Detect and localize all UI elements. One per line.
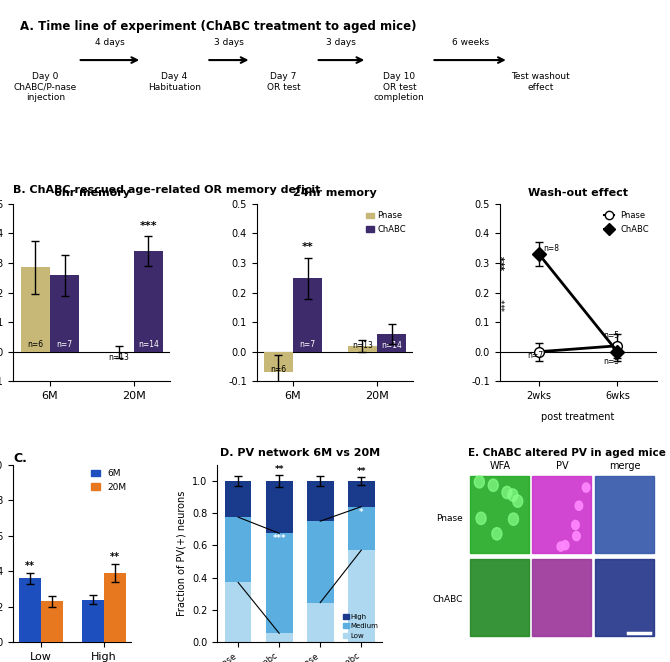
Text: Pnase: Pnase [437, 514, 464, 523]
Text: post treatment: post treatment [541, 412, 615, 422]
Text: n=14: n=14 [381, 341, 402, 350]
Title: Wash-out effect: Wash-out effect [528, 187, 628, 197]
Title: D. PV network 6M vs 20M: D. PV network 6M vs 20M [220, 448, 380, 458]
Bar [134, 251, 163, 352]
Circle shape [492, 528, 502, 540]
Title: 6hr memory: 6hr memory [54, 187, 130, 197]
Bar [595, 477, 654, 553]
Text: WFA: WFA [489, 461, 511, 471]
Circle shape [474, 476, 484, 488]
Text: Day 10
OR test
completion: Day 10 OR test completion [374, 72, 425, 102]
Circle shape [509, 513, 519, 525]
Text: n=14: n=14 [138, 340, 159, 349]
Bar [104, 573, 126, 642]
Text: Day 0
ChABC/P-nase
injection: Day 0 ChABC/P-nase injection [14, 72, 77, 102]
Bar [348, 481, 375, 506]
Text: n=8: n=8 [543, 244, 559, 253]
Text: n=6: n=6 [270, 365, 287, 374]
Text: ***: *** [139, 221, 157, 231]
Text: **: ** [302, 242, 314, 252]
Text: ChABC: ChABC [433, 595, 464, 604]
Bar [533, 559, 592, 636]
Bar [19, 579, 41, 642]
Bar [293, 279, 322, 352]
Circle shape [513, 495, 523, 507]
Text: n=7: n=7 [299, 340, 316, 349]
Circle shape [502, 487, 512, 498]
Text: n=5: n=5 [603, 332, 619, 340]
Text: n=5: n=5 [603, 357, 619, 365]
Text: C.: C. [13, 451, 27, 465]
Circle shape [557, 542, 565, 551]
Text: **: ** [110, 551, 120, 561]
Text: E. ChABC altered PV in aged mice: E. ChABC altered PV in aged mice [468, 448, 666, 458]
Bar [41, 601, 63, 642]
Bar [533, 477, 592, 553]
Text: n=13: n=13 [109, 353, 129, 362]
Y-axis label: Fraction of PV(+) neurons: Fraction of PV(+) neurons [177, 491, 187, 616]
Title: 24hr memory: 24hr memory [293, 187, 377, 197]
Bar [266, 534, 293, 634]
Text: Day 4
Habituation: Day 4 Habituation [147, 72, 201, 91]
Circle shape [508, 489, 518, 501]
Text: n=13: n=13 [352, 341, 373, 350]
Circle shape [476, 512, 486, 524]
Legend: Pnase, ChABC: Pnase, ChABC [362, 208, 409, 237]
Bar [50, 275, 79, 352]
Bar [377, 334, 406, 352]
Bar [21, 267, 50, 352]
Bar [225, 517, 251, 583]
Text: *: * [359, 508, 364, 517]
Bar [595, 559, 654, 636]
Circle shape [572, 520, 579, 530]
Text: 4 days: 4 days [95, 38, 125, 47]
Bar [307, 521, 334, 602]
Text: B. ChABC rescued age-related OR memory deficit: B. ChABC rescued age-related OR memory d… [13, 185, 321, 195]
Text: n=7: n=7 [527, 351, 543, 359]
Text: Test washout
effect: Test washout effect [511, 72, 570, 91]
Bar [348, 506, 375, 550]
Circle shape [573, 532, 580, 541]
Bar [348, 550, 375, 642]
Legend: High, Medium, Low: High, Medium, Low [343, 614, 379, 639]
Text: Day 7
OR test: Day 7 OR test [267, 72, 300, 91]
Bar [264, 352, 293, 373]
Legend: Pnase, ChABC: Pnase, ChABC [600, 208, 653, 237]
Circle shape [561, 541, 569, 549]
Text: 3 days: 3 days [326, 38, 356, 47]
Bar [225, 481, 251, 517]
Text: n=7: n=7 [56, 340, 72, 349]
Bar [266, 481, 293, 534]
Legend: 6M, 20M: 6M, 20M [91, 469, 127, 492]
Text: A. Time line of experiment (ChABC treatment to aged mice): A. Time line of experiment (ChABC treatm… [20, 20, 416, 33]
Circle shape [575, 501, 583, 510]
Text: **: ** [25, 561, 35, 571]
Circle shape [488, 479, 498, 491]
Bar [348, 346, 377, 352]
Bar [307, 481, 334, 521]
Bar [470, 559, 529, 636]
Text: ***: *** [273, 534, 286, 544]
Text: ***: *** [501, 298, 511, 310]
Text: n=6: n=6 [27, 340, 44, 349]
Bar [82, 600, 104, 642]
Bar [266, 634, 293, 642]
Bar [225, 583, 251, 642]
Text: **: ** [275, 465, 284, 474]
Text: **: ** [356, 467, 366, 475]
Circle shape [582, 483, 590, 493]
Text: PV: PV [556, 461, 569, 471]
Bar [307, 602, 334, 642]
Text: ***: *** [501, 256, 511, 271]
Text: merge: merge [610, 461, 641, 471]
Bar [470, 477, 529, 553]
Text: 6 weeks: 6 weeks [452, 38, 488, 47]
Text: 3 days: 3 days [214, 38, 244, 47]
